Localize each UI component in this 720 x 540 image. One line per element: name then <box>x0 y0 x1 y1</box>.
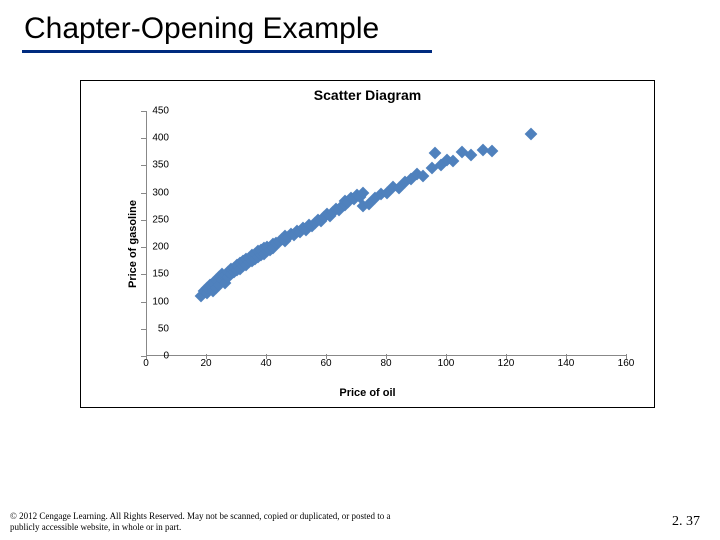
y-tick-label: 250 <box>144 214 169 225</box>
x-tick-label: 60 <box>320 358 331 369</box>
x-tick <box>446 354 447 359</box>
y-tick-label: 100 <box>144 296 169 307</box>
y-tick <box>141 302 146 303</box>
title-underline <box>22 50 432 53</box>
x-tick <box>326 354 327 359</box>
x-tick <box>506 354 507 359</box>
x-tick <box>566 354 567 359</box>
y-tick <box>141 165 146 166</box>
y-tick <box>141 220 146 221</box>
y-tick <box>141 274 146 275</box>
x-tick-label: 40 <box>260 358 271 369</box>
x-tick-label: 0 <box>143 358 149 369</box>
y-tick-label: 450 <box>144 106 169 117</box>
x-tick <box>206 354 207 359</box>
x-tick-label: 120 <box>498 358 515 369</box>
y-tick <box>141 247 146 248</box>
x-tick-label: 100 <box>438 358 455 369</box>
y-tick-label: 150 <box>144 269 169 280</box>
scatter-chart: Scatter Diagram Price of gasoline Price … <box>80 80 655 408</box>
y-tick-label: 350 <box>144 160 169 171</box>
y-tick <box>141 138 146 139</box>
x-tick <box>146 354 147 359</box>
x-tick <box>266 354 267 359</box>
scatter-point <box>525 127 538 140</box>
y-tick <box>141 329 146 330</box>
y-tick-label: 300 <box>144 187 169 198</box>
scatter-point <box>486 145 499 158</box>
y-tick <box>141 193 146 194</box>
x-tick-label: 140 <box>558 358 575 369</box>
x-axis-label: Price of oil <box>81 387 654 399</box>
y-axis-label: Price of gasoline <box>127 200 139 288</box>
x-tick <box>386 354 387 359</box>
y-tick-label: 400 <box>144 133 169 144</box>
x-tick-label: 160 <box>618 358 635 369</box>
x-tick <box>626 354 627 359</box>
y-tick-label: 200 <box>144 242 169 253</box>
slide-title: Chapter-Opening Example <box>0 0 720 50</box>
chart-title: Scatter Diagram <box>81 87 654 103</box>
footer-copyright: © 2012 Cengage Learning. All Rights Rese… <box>10 511 410 532</box>
scatter-point <box>429 147 442 160</box>
y-tick-label: 50 <box>144 323 169 334</box>
footer-page-number: 2. 37 <box>672 514 700 530</box>
y-tick <box>141 111 146 112</box>
plot-area <box>146 111 626 356</box>
x-tick-label: 80 <box>380 358 391 369</box>
x-tick-label: 20 <box>200 358 211 369</box>
